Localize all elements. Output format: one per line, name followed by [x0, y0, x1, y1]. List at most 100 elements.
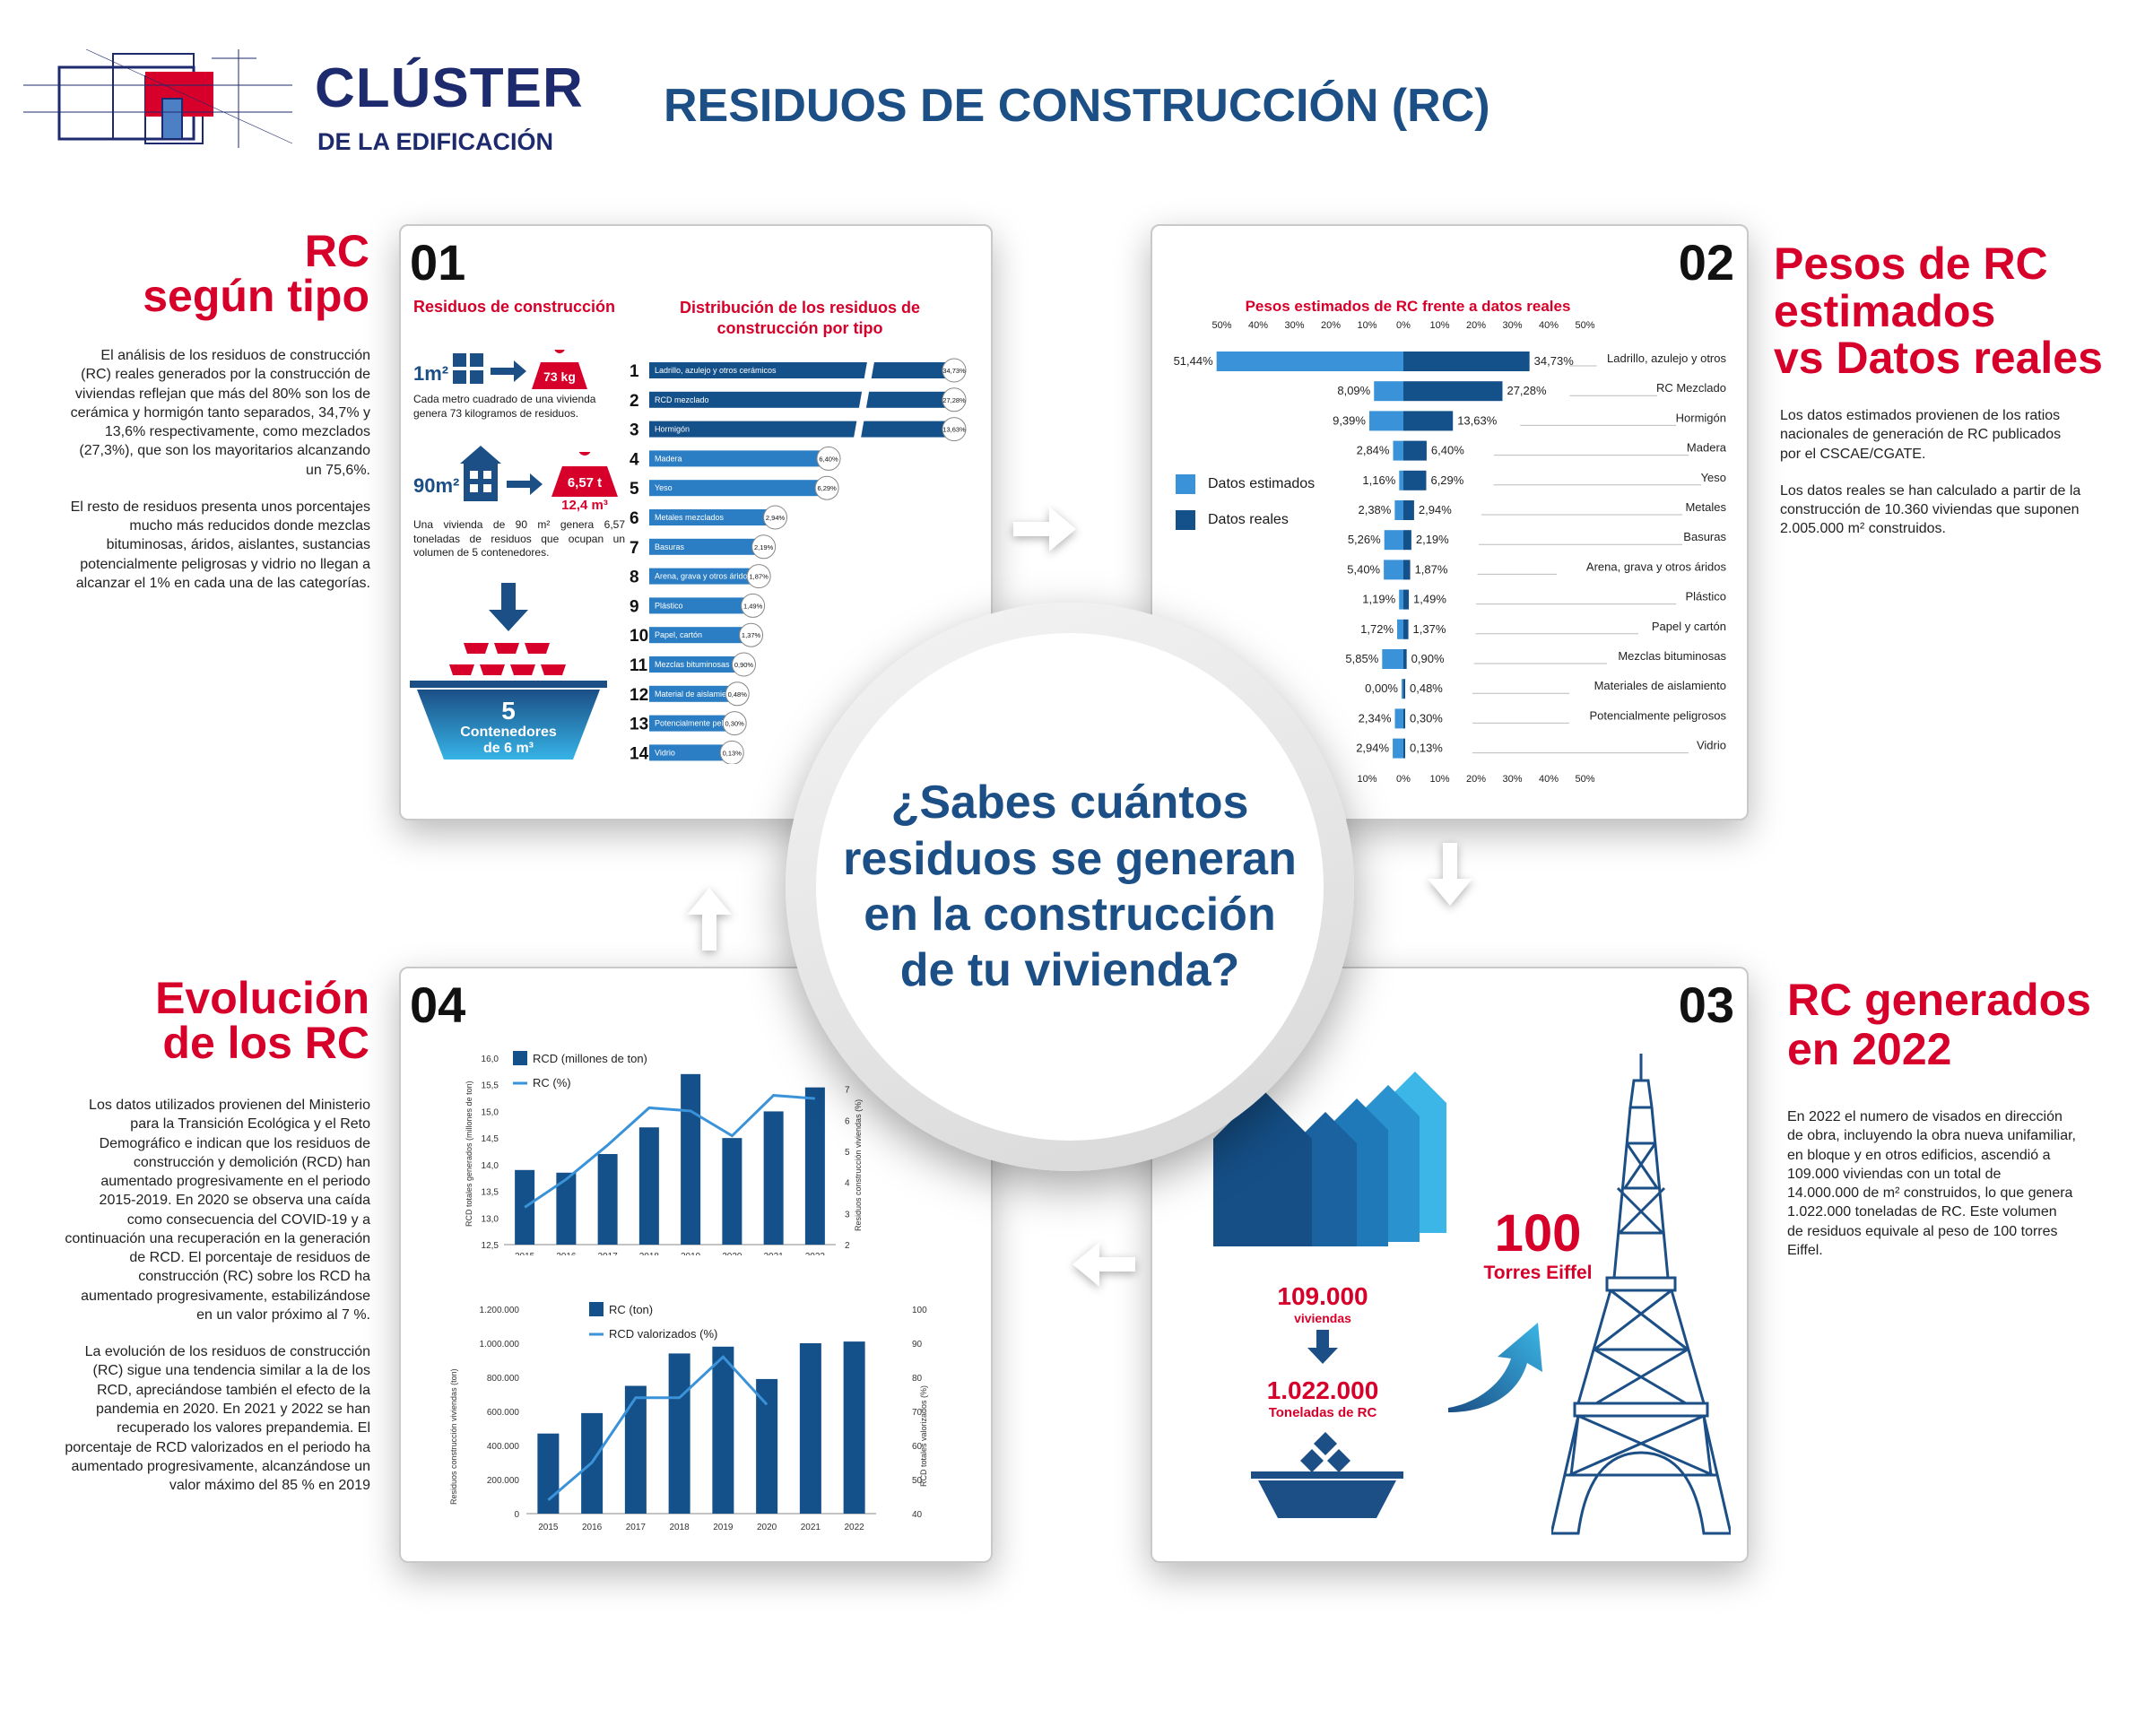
real-label: 1,37%	[1413, 622, 1446, 636]
value-label: 0,90%	[734, 661, 754, 669]
tick-label: 10%	[1429, 774, 1449, 785]
real-bar	[1403, 738, 1405, 759]
value-label: 6,40%	[819, 455, 838, 463]
side-title-02: Pesos de RC estimados vs Datos reales	[1774, 240, 2132, 382]
real-bar	[1403, 352, 1530, 371]
houses-icon	[1213, 1072, 1446, 1246]
x-tick-label: 2017	[626, 1523, 647, 1532]
m1-label: 1m²	[413, 362, 449, 385]
paragraph: Los datos utilizados provienen del Minis…	[65, 1098, 370, 1323]
real-bar	[1403, 381, 1503, 402]
y2-tick-label: 5	[845, 1148, 850, 1158]
m90-weight: 6,57 t	[567, 475, 603, 490]
curved-arrow-icon	[1448, 1323, 1542, 1412]
value-badge	[746, 564, 771, 589]
bar-label: Madera	[655, 454, 682, 463]
legend-swatch	[589, 1302, 604, 1316]
bar-label: Mezclas bituminosas	[655, 660, 730, 669]
x-tick-label: 2017	[598, 1252, 619, 1255]
bar	[649, 480, 819, 497]
weight-icon	[551, 452, 618, 497]
right-heading: Distribución de los residuos de construc…	[679, 299, 921, 338]
value-label: 0,13%	[723, 749, 742, 757]
category-label: Arena, grava y otros áridos	[1586, 560, 1727, 573]
bar-label: Basuras	[655, 542, 685, 551]
bar-label: Papel, cartón	[655, 630, 702, 639]
brand-name: CLÚSTER	[315, 57, 584, 119]
legend-label: Datos reales	[1208, 512, 1289, 527]
value-label: 34,73%	[942, 367, 966, 375]
estimated-bar	[1402, 679, 1403, 699]
y-tick-label: 600.000	[487, 1408, 520, 1418]
bar	[763, 1111, 784, 1245]
bar	[649, 656, 735, 673]
category-label: Mezclas bituminosas	[1618, 649, 1726, 663]
weight-icon	[532, 350, 587, 389]
x-tick-label: 2021	[801, 1523, 821, 1532]
real-bar	[1403, 470, 1427, 490]
house-icon	[460, 446, 501, 501]
estimated-bar	[1393, 738, 1403, 759]
homes-value: 109.000	[1277, 1282, 1368, 1310]
real-bar	[1403, 708, 1405, 729]
real-label: 13,63%	[1457, 413, 1498, 427]
value-label: 13,63%	[942, 426, 966, 434]
brand-subname: DE LA EDIFICACIÓN	[317, 128, 553, 155]
section-number: 01	[410, 234, 466, 291]
estimated-bar	[1393, 440, 1403, 461]
rank-label: 4	[630, 450, 639, 469]
x-tick-label: 2018	[639, 1252, 660, 1255]
paragraph: La evolución de los residuos de construc…	[65, 1344, 370, 1494]
valorised-line	[547, 1355, 769, 1501]
tick-label: 40%	[1539, 774, 1559, 785]
bar	[649, 685, 729, 702]
y-tick-label: 800.000	[487, 1374, 520, 1384]
legend-swatch	[1176, 510, 1195, 530]
estimated-label: 1,19%	[1362, 593, 1395, 606]
y-axis-label: Residuos construcción viviendas (ton)	[449, 1368, 458, 1505]
arrow-down-icon	[1428, 843, 1472, 906]
y-tick-label: 14,5	[482, 1134, 499, 1144]
side-text-03: En 2022 el numero de visados en direcció…	[1787, 1107, 2076, 1278]
category-label: Madera	[1687, 441, 1727, 455]
m90-text: Una vivienda de 90 m² genera 6,57 tonela…	[413, 518, 625, 560]
category-label: Vidrio	[1697, 739, 1726, 752]
y2-tick-label: 6	[845, 1116, 850, 1126]
x-tick-label: 2015	[538, 1523, 559, 1532]
value-badge	[816, 446, 841, 471]
logo-mark-icon	[23, 49, 293, 148]
value-badge	[751, 534, 777, 560]
bar-label: RCD mezclado	[655, 395, 709, 404]
estimated-bar	[1368, 411, 1403, 431]
bar-label: Potencialmente peligrosos	[655, 719, 750, 728]
container-icon	[1251, 1432, 1403, 1518]
center-circle: ¿Sabes cuántos residuos se generan en la…	[786, 603, 1354, 1171]
tick-label: 20%	[1321, 320, 1341, 331]
estimated-label: 8,09%	[1337, 384, 1370, 397]
y-tick-label: 1.000.000	[480, 1340, 520, 1350]
side-title-line: RC generados	[1787, 975, 2091, 1025]
legend-label: RC (ton)	[609, 1303, 653, 1316]
y-tick-label: 13,0	[482, 1214, 499, 1224]
y2-tick-label: 50	[912, 1476, 923, 1486]
legend-swatch	[1176, 474, 1195, 494]
value-label: 2,94%	[766, 514, 786, 522]
x-tick-label: 2021	[764, 1252, 785, 1255]
legend-label: RCD (millones de ton)	[533, 1052, 647, 1065]
y2-axis-label: RCD totales valorizados (%)	[919, 1385, 928, 1487]
paragraph: Los datos reales se han calculado a part…	[1780, 482, 2081, 537]
y-tick-label: 14,0	[482, 1161, 499, 1171]
category-label: Ladrillo, azulejo y otros	[1607, 352, 1726, 365]
value-badge	[814, 475, 839, 500]
real-bar	[1403, 411, 1454, 431]
y2-tick-label: 2	[845, 1241, 850, 1251]
x-tick-label: 2019	[713, 1523, 734, 1532]
value-badge	[725, 681, 750, 707]
y2-tick-label: 40	[912, 1510, 923, 1520]
legend-estimated: Datos estimados	[1176, 474, 1315, 494]
value-badge	[731, 652, 756, 677]
bar	[649, 568, 751, 585]
real-bar	[1403, 589, 1410, 610]
category-label: Materiales de aislamiento	[1594, 679, 1726, 692]
rank-label: 5	[630, 480, 639, 499]
